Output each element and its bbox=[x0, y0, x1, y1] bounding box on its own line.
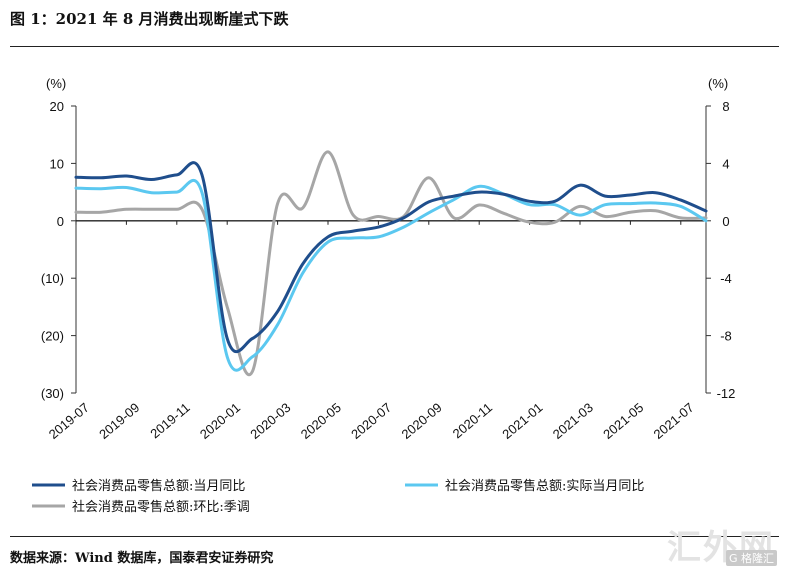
right-axis-tick-label: 8 bbox=[722, 99, 729, 114]
right-axis-tick-label: -12 bbox=[717, 386, 736, 401]
series-line-1 bbox=[74, 161, 708, 354]
right-axis-tick-label: -4 bbox=[720, 271, 732, 286]
chart-title: 图 1：2021 年 8 月消费出现断崖式下跌 bbox=[10, 10, 289, 28]
right-axis-unit: (%) bbox=[708, 76, 728, 91]
left-axis-tick-label: (20) bbox=[41, 329, 64, 344]
left-axis-tick-label: 10 bbox=[50, 156, 64, 171]
legend-label: 社会消费品零售总额:环比:季调 bbox=[72, 499, 250, 515]
left-axis-tick-label: (30) bbox=[41, 386, 64, 401]
left-axis-tick-label: (10) bbox=[41, 271, 64, 286]
series-layer bbox=[74, 150, 708, 376]
x-axis-tick-label: 2020-05 bbox=[298, 400, 344, 442]
x-axis-tick-label: 2019-09 bbox=[96, 400, 142, 442]
source-rule bbox=[10, 536, 779, 537]
x-axis-tick-label: 2020-01 bbox=[197, 400, 243, 442]
x-axis-tick-label: 2021-03 bbox=[550, 400, 596, 442]
x-axis-tick-label: 2020-11 bbox=[450, 400, 495, 442]
legend: 社会消费品零售总额:当月同比 社会消费品零售总额:实际当月同比社会消费品零售总额:… bbox=[32, 478, 644, 515]
x-axis-tick-label: 2021-05 bbox=[600, 400, 646, 442]
series-line-3 bbox=[74, 150, 708, 376]
left-axis-unit: (%) bbox=[46, 76, 66, 91]
x-axis-tick-label: 2021-01 bbox=[499, 400, 545, 442]
series-line-2 bbox=[74, 178, 708, 372]
right-axis-tick-label: 0 bbox=[722, 214, 729, 229]
legend-label: 社会消费品零售总额:当月同比 bbox=[72, 478, 245, 494]
left-axis-tick-label: 0 bbox=[57, 214, 64, 229]
axes: 20 10 0 (10) (20) (30) (%) 8 4 0 -4 -8 -12 (%) 2019-07… bbox=[41, 76, 736, 442]
x-axis-tick-label: 2021-07 bbox=[651, 400, 697, 442]
legend-label: 社会消费品零售总额:实际当月同比 bbox=[445, 478, 644, 494]
x-axis-tick-label: 2020-07 bbox=[348, 400, 394, 442]
right-axis-tick-label: 4 bbox=[722, 156, 729, 171]
source-note: 数据来源：Wind 数据库，国泰君安证券研究 bbox=[10, 551, 274, 566]
x-axis-tick-label: 2020-03 bbox=[247, 400, 293, 442]
right-axis-tick-label: -8 bbox=[720, 329, 732, 344]
left-axis-tick-label: 20 bbox=[50, 99, 64, 114]
x-axis-tick-label: 2019-07 bbox=[46, 400, 92, 442]
x-axis-tick-label: 2020-09 bbox=[399, 400, 445, 442]
x-axis-tick-label: 2019-11 bbox=[147, 400, 192, 442]
title-rule bbox=[10, 46, 779, 47]
watermark-badge: G 格隆汇 bbox=[725, 550, 777, 566]
